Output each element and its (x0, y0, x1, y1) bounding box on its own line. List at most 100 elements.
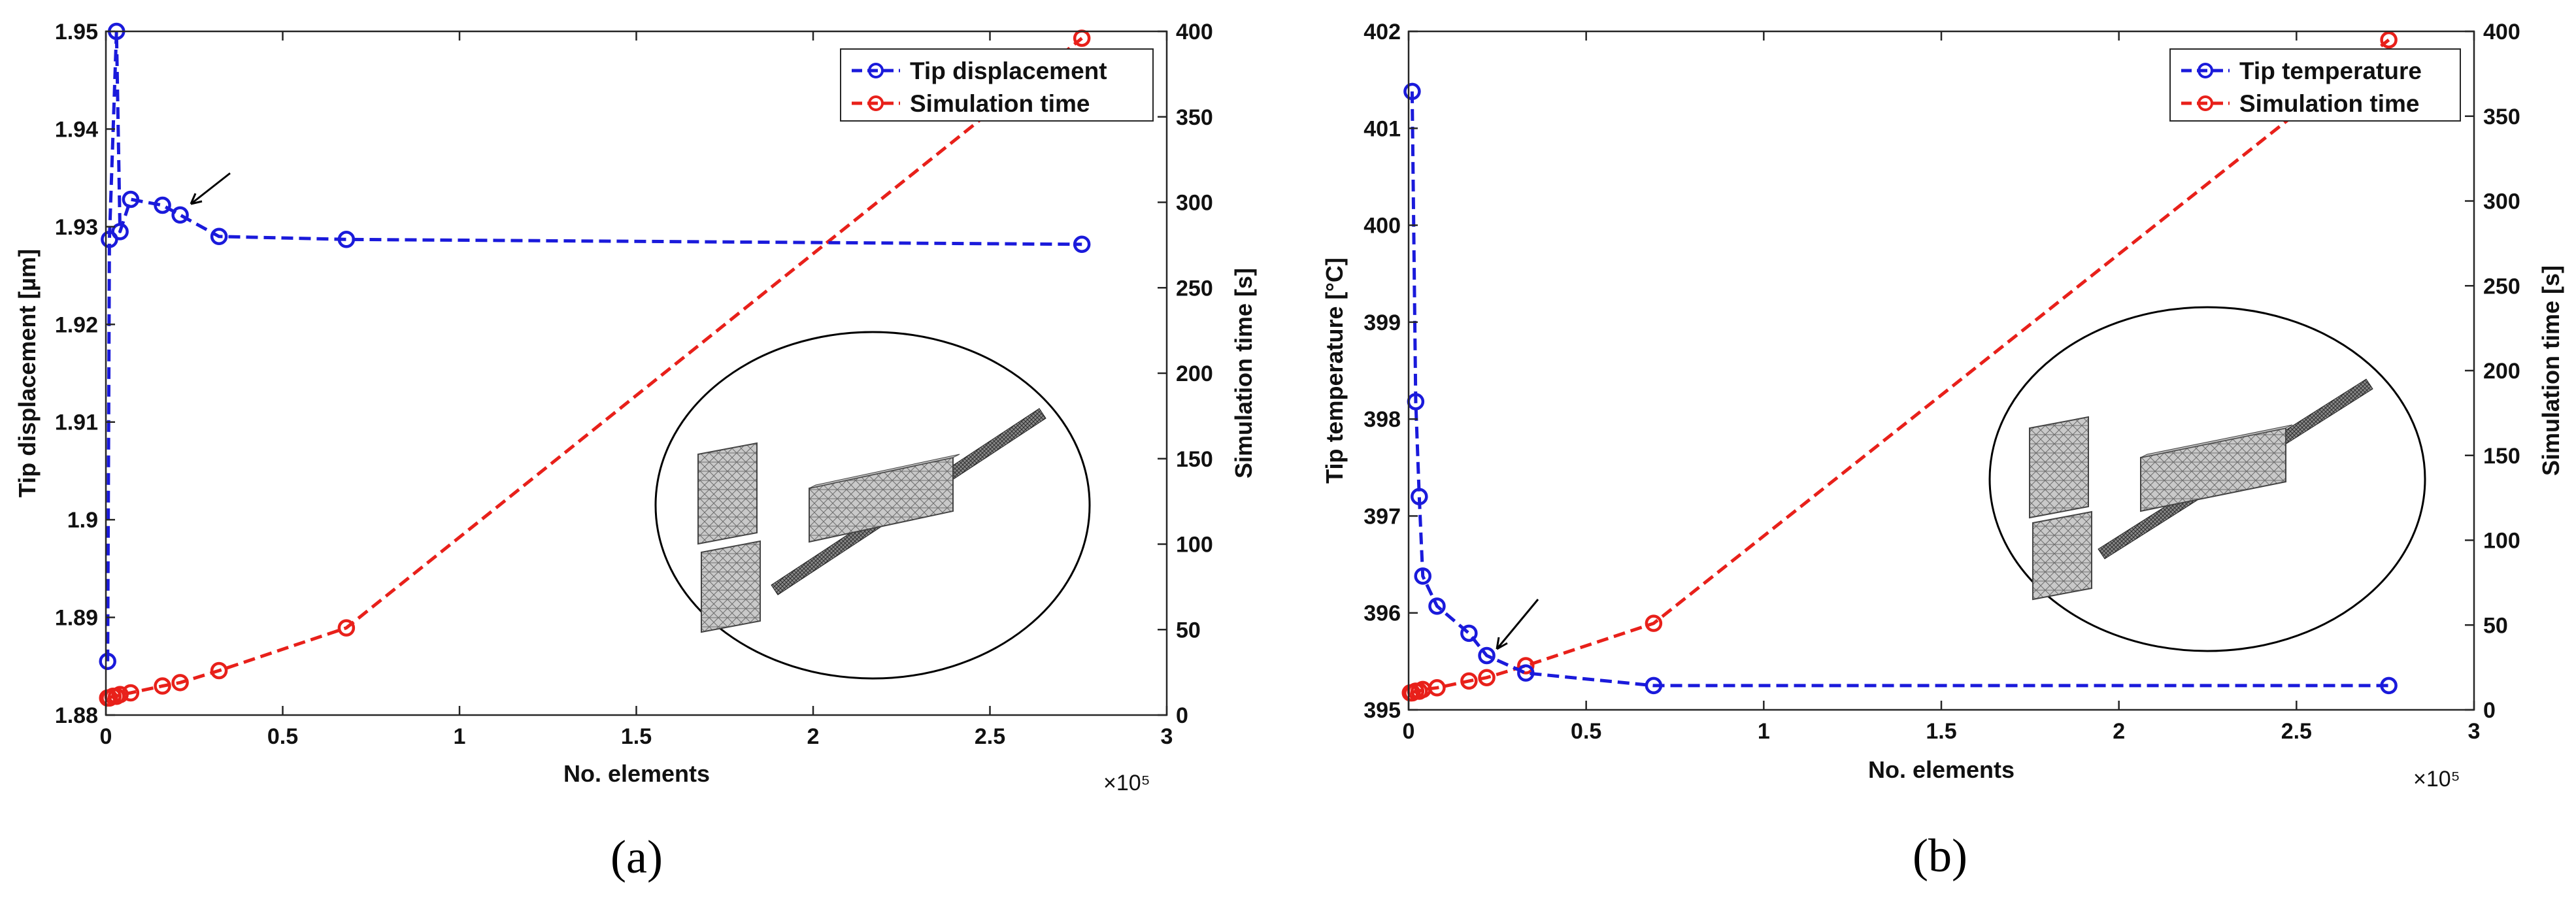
panel-a-left-tick-label: 1.88 (55, 703, 98, 728)
panel-b-tip-temperature-point (1517, 664, 1535, 682)
panel-a-left-axis-label: Tip displacement [µm] (14, 249, 41, 497)
panel-b-simulation-time-line (1410, 39, 2390, 695)
panel-a-tip-displacement-point (337, 231, 356, 248)
panel-a-plot-box (105, 30, 1168, 716)
panel-b-tip-temperature-point (1645, 676, 1663, 695)
panel-b-simulation-time-point (1460, 672, 1478, 690)
panel-b-inset-block-right-top (2140, 424, 2293, 458)
panel-a-right-tick-label: 50 (1176, 618, 1201, 643)
panel-a-simulation-time-point (1073, 29, 1091, 47)
panel-a-inset (654, 331, 1091, 680)
panel-b-right-tick-label: 350 (2483, 105, 2520, 129)
panel-b-inset-ellipse (1988, 306, 2426, 652)
panel-b-left-tick-label: 400 (1363, 214, 1401, 239)
panel-a-right-tick-label: 250 (1176, 276, 1213, 301)
panel-b-x-tick-label: 2.5 (2281, 719, 2312, 744)
panel-b-tip-temperature-point (1478, 646, 1496, 665)
panel-a-annotation-arrow (190, 172, 231, 205)
panel-a-right-tick-label: 350 (1176, 105, 1213, 130)
panel-a-x-tick-label: 1.5 (621, 724, 652, 749)
panel-b-left-tick-label: 398 (1363, 407, 1401, 432)
panel-b-right-tick-label: 250 (2483, 274, 2520, 299)
panel-b-right-tick-label: 100 (2483, 529, 2520, 554)
panel-a-legend-box (840, 48, 1154, 122)
panel-a-simulation-time-point (210, 661, 228, 680)
panel-a-right-tick-label: 200 (1176, 361, 1213, 386)
panel-a-tip-displacement-point (171, 206, 189, 224)
panel-b-x-axis-label: No. elements (1868, 756, 2015, 783)
panel-b-tip-temperature-point (1411, 488, 1428, 506)
legend-marker-simulation-time-b (2198, 95, 2213, 111)
panel-a-tip-displacement-point (154, 196, 171, 214)
panel-a-tip-displacement-point (210, 227, 228, 246)
panel-a-left-tick-label: 1.91 (55, 410, 98, 435)
panel-b-x-tick-label: 2 (2113, 719, 2125, 744)
panel-a-left-tick-label: 1.92 (55, 312, 98, 337)
panel-b-left-tick-label: 401 (1363, 116, 1401, 141)
panel-a-tip-displacement-point (99, 652, 116, 671)
panel-a-caption: (a) (611, 831, 663, 883)
panel-a-simulation-time-point (122, 684, 140, 702)
panel-a-left-tick-label: 1.9 (67, 508, 98, 533)
panel-b-left-tick-label: 399 (1363, 310, 1401, 335)
panel-a-x-axis-label: No. elements (563, 760, 710, 787)
panel-a-inset-block-right-top (809, 454, 960, 489)
panel-b-plot-box (1407, 30, 2475, 711)
panel-a-x-tick-label: 2 (807, 724, 820, 749)
panel-b-caption: (b) (1913, 829, 1967, 882)
legend-marker-tip-displacement (868, 63, 884, 78)
panel-b-simulation-time-point (1517, 657, 1535, 675)
panel-b-right-tick-label: 200 (2483, 359, 2520, 384)
panel-a-inset-block-top (697, 442, 758, 545)
panel-a-right-axis-label: Simulation time [s] (1230, 268, 1257, 478)
panel-b-x-tick-label: 1.5 (1926, 719, 1956, 744)
panel-b-annotation-arrow (1496, 599, 1539, 650)
panel-b-legend-box (2169, 48, 2461, 122)
panel-b-tip-temperature-point (1428, 597, 1446, 615)
panel-a-left-tick-label: 1.94 (55, 117, 98, 142)
legend-label-simulation-time: Simulation time (910, 90, 1090, 117)
panel-b-tip-temperature-point (1460, 624, 1478, 643)
panel-b-tip-temperature-point (2380, 676, 2398, 695)
panel-a-chart: 0 0.5 1 1.5 2 2.5 3 1.88 1.89 1.9 1.91 1.92 1.93 1.94… (14, 20, 1257, 883)
panel-b-simulation-time-point (2380, 31, 2398, 49)
panel-a-tip-displacement-line (106, 29, 1082, 661)
legend-label-tip-displacement: Tip displacement (910, 58, 1107, 84)
panel-b-inset (1988, 306, 2426, 652)
panel-b-simulation-time-point (1414, 680, 1431, 699)
panel-b-left-axis-label: Tip temperature [°C] (1321, 258, 1348, 484)
panel-b-simulation-time-point (1428, 679, 1446, 697)
panel-a-right-tick-label: 0 (1176, 703, 1188, 728)
panel-b-x-multiplier: ×10⁵ (2413, 767, 2460, 792)
panel-b-left-tick-label: 395 (1363, 698, 1401, 723)
panel-a-tip-displacement-point (122, 190, 140, 209)
panel-a-left-tick-label: 1.89 (55, 606, 98, 631)
panel-b-left-tick-label: 397 (1363, 504, 1401, 529)
panel-a-simulation-time-point (171, 674, 189, 692)
panel-a-simulation-time-point (337, 619, 356, 637)
panel-a-left-tick-label: 1.93 (55, 215, 98, 240)
panel-b-left-tick-label: 396 (1363, 601, 1401, 626)
panel-a-x-tick-label: 0 (100, 724, 112, 749)
panel-b-left-tick-label: 402 (1363, 20, 1401, 44)
panel-a-legend: Tip displacement Simulation time (840, 48, 1154, 122)
panel-a-simulation-time-point (111, 686, 129, 703)
panel-a-tip-displacement-point (1073, 235, 1091, 254)
legend-marker-simulation-time (868, 95, 884, 111)
panel-a-inset-block-right (809, 456, 954, 543)
panel-a-x-multiplier: ×10⁵ (1103, 771, 1150, 795)
panel-b-right-tick-label: 400 (2483, 20, 2520, 44)
panel-b-x-tick-label: 1 (1758, 719, 1770, 744)
panel-a-inset-block-bottom (701, 540, 761, 633)
panel-b-x-tick-label: 3 (2468, 719, 2481, 744)
panel-b-right-tick-label: 0 (2483, 698, 2496, 723)
panel-b-inset-block-top (2029, 416, 2089, 519)
panel-b-simulation-time-point (1645, 614, 1663, 632)
panel-a-x-tick-label: 1 (454, 724, 466, 749)
panel-a-inset-ellipse (654, 331, 1091, 680)
legend-marker-tip-temperature (2198, 63, 2213, 78)
panel-a-x-tick-label: 0.5 (267, 724, 298, 749)
panel-b-tip-temperature-point (1414, 567, 1431, 585)
panel-b-right-tick-label: 50 (2483, 613, 2508, 638)
